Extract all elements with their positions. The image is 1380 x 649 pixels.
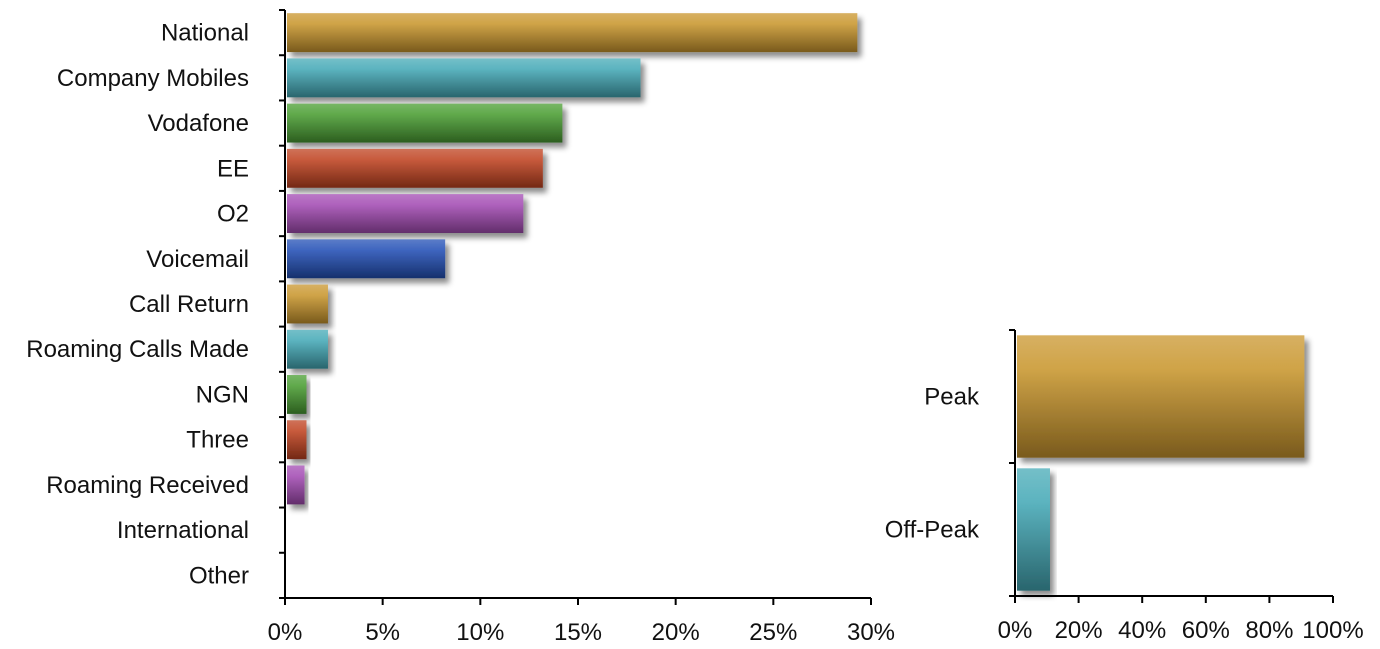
category-label: Roaming Calls Made (26, 336, 249, 363)
bar (287, 465, 305, 505)
category-label: Peak (924, 384, 980, 411)
category-label: International (117, 517, 249, 544)
bar (287, 329, 328, 369)
x-tick-label: 20% (652, 619, 700, 646)
bar (287, 103, 563, 143)
category-label: Other (189, 562, 249, 589)
x-tick-label: 100% (1302, 617, 1363, 644)
x-tick-label: 15% (554, 619, 602, 646)
category-label: Vodafone (148, 110, 249, 137)
x-tick-label: 25% (749, 619, 797, 646)
bar (287, 148, 543, 188)
category-label: Call Return (129, 291, 249, 318)
category-label: Three (186, 427, 249, 454)
x-tick-label: 5% (365, 619, 400, 646)
x-tick-label: 0% (998, 617, 1033, 644)
peak-offpeak-chart: 0% 20% 40% 60% 80% 100% Peak Off-Peak (885, 329, 1364, 644)
bar (287, 420, 307, 460)
x-tick-label: 40% (1118, 617, 1166, 644)
x-tick-label: 20% (1055, 617, 1103, 644)
category-label: EE (217, 155, 249, 182)
bar (287, 13, 858, 53)
x-tick-label: 60% (1182, 617, 1230, 644)
bar (287, 194, 524, 233)
bar (287, 58, 641, 98)
bar (287, 239, 446, 279)
call-type-distribution-chart: 0% 5% 10% 15% 20% 25% 30% National Company Mobil… (26, 9, 895, 646)
bar (287, 284, 328, 324)
category-label: Off-Peak (885, 517, 980, 544)
bar (287, 375, 307, 414)
x-tick-label: 0% (268, 619, 303, 646)
category-label: National (161, 20, 249, 47)
category-label: Roaming Received (46, 472, 249, 499)
x-tick-label: 10% (456, 619, 504, 646)
bar (1017, 468, 1050, 591)
x-tick-label: 30% (847, 619, 895, 646)
category-label: Company Mobiles (57, 65, 249, 92)
category-label: O2 (217, 201, 249, 228)
category-label: NGN (196, 381, 249, 408)
category-label: Voicemail (146, 246, 249, 273)
bar (1017, 335, 1305, 458)
x-tick-label: 80% (1245, 617, 1293, 644)
